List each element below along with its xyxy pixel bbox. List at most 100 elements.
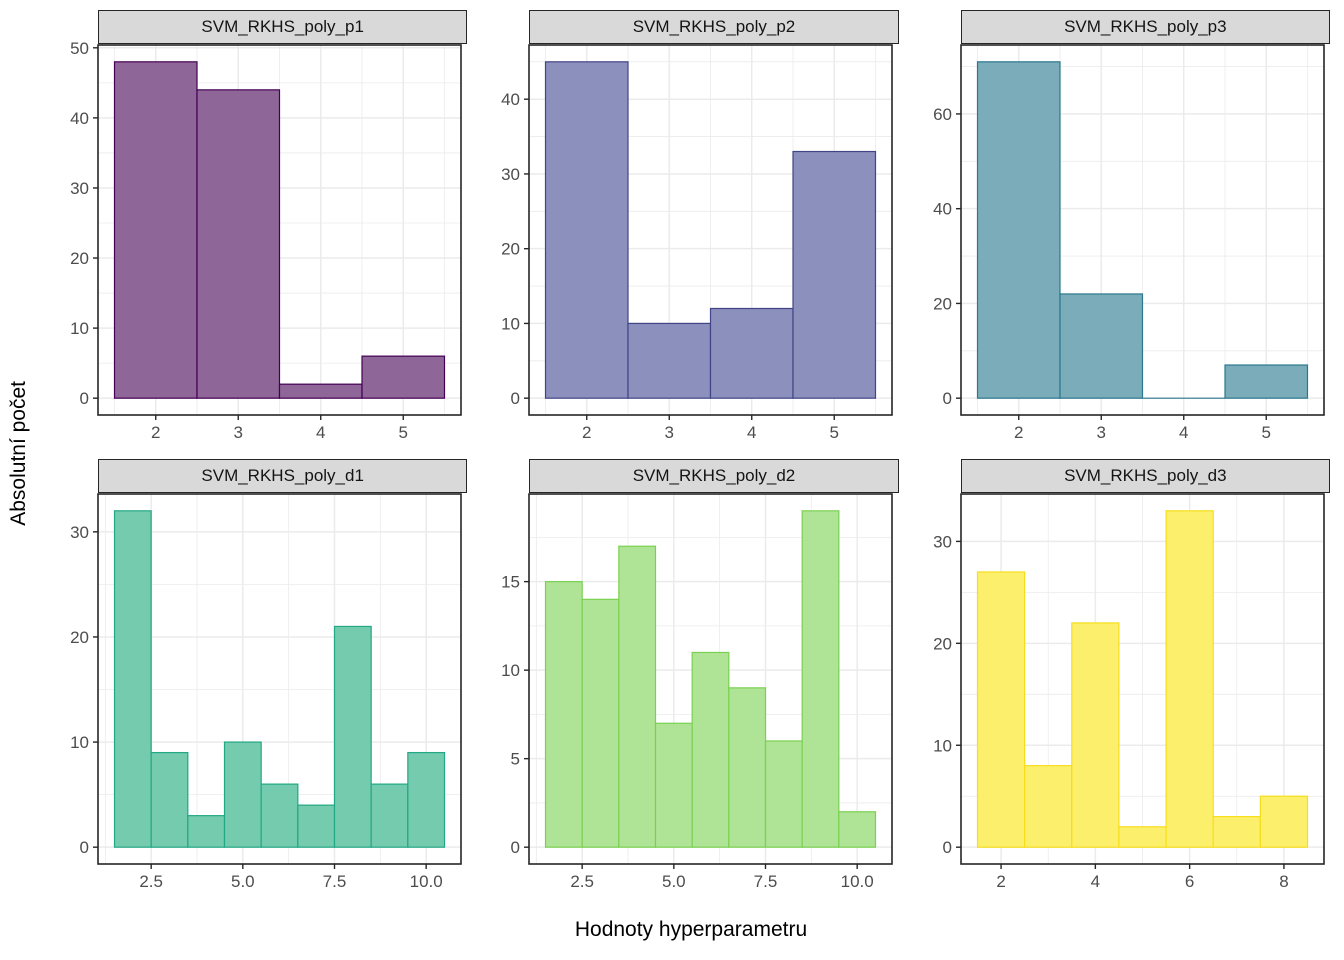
panel-border xyxy=(959,44,1325,416)
y-axis-tick-label: 0 xyxy=(80,389,89,408)
x-axis-tick-label: 2.5 xyxy=(571,872,595,891)
y-axis-tick-label: 0 xyxy=(942,389,951,408)
y-axis-tick-label: 40 xyxy=(70,109,89,128)
y-axis-tick-label: 20 xyxy=(501,240,520,259)
facet-strip: SVM_RKHS_poly_p2 xyxy=(529,10,899,44)
x-axis-tick-label: 2 xyxy=(582,423,591,442)
panel-border xyxy=(528,44,894,416)
histogram-bar xyxy=(278,383,363,399)
histogram-plot-p3: 2 3 4 5 0 20 40 60 xyxy=(933,44,1325,442)
x-axis-tick-label: 2.5 xyxy=(139,872,163,891)
histogram-bar xyxy=(113,510,152,848)
histogram-bar xyxy=(710,307,794,399)
facet-title: SVM_RKHS_poly_p3 xyxy=(1064,17,1227,36)
histogram-plot-d1: 2.5 5.0 7.5 10.0 0 10 20 30 xyxy=(70,493,462,891)
x-axis-title-text: Hodnoty hyperparametru xyxy=(574,918,808,941)
x-axis-tick-label: 7.5 xyxy=(754,872,778,891)
y-axis-tick-label: 10 xyxy=(933,736,952,755)
facet-title: SVM_RKHS_poly_d2 xyxy=(632,466,796,485)
y-axis-tick-label: 20 xyxy=(70,628,89,647)
histogram-bar xyxy=(976,571,1025,848)
histogram-bar xyxy=(113,61,198,399)
facet-strip: SVM_RKHS_poly_d1 xyxy=(98,459,468,493)
histogram-bar xyxy=(976,61,1061,399)
x-axis-tick-label: 4 xyxy=(1090,872,1099,891)
histogram-bar xyxy=(407,751,446,848)
facet-title: SVM_RKHS_poly_d3 xyxy=(1064,466,1227,485)
histogram-bar xyxy=(187,815,226,848)
y-axis-tick-label: 0 xyxy=(511,389,520,408)
x-axis-title: Hodnoty hyperparametru xyxy=(52,908,1330,956)
x-axis-tick-label: 10.0 xyxy=(841,872,874,891)
facet-title: SVM_RKHS_poly_p1 xyxy=(201,17,364,36)
y-axis-tick-label: 10 xyxy=(70,319,89,338)
facet-svm-rkhs-poly-d2: SVM_RKHS_poly_d2 2.5 5.0 7.5 10.0 0 5 10 15 xyxy=(483,459,899,896)
facet-svm-rkhs-poly-d3: SVM_RKHS_poly_d3 2 4 6 8 0 10 20 30 xyxy=(915,459,1330,896)
x-axis-tick-label: 5 xyxy=(1261,423,1270,442)
y-axis-tick-label: 30 xyxy=(501,165,520,184)
facet-title: SVM_RKHS_poly_d1 xyxy=(201,466,364,485)
histogram-plot-d3: 2 4 6 8 0 10 20 30 xyxy=(933,493,1325,891)
histogram-bar xyxy=(1059,293,1143,399)
histogram-bar xyxy=(801,510,840,848)
x-axis-tick-label: 5.0 xyxy=(231,872,255,891)
histogram-bar xyxy=(545,581,584,848)
histogram-bar xyxy=(150,751,189,848)
x-axis-tick-label: 8 xyxy=(1279,872,1288,891)
y-axis-tick-label: 20 xyxy=(933,634,952,653)
histogram-bar xyxy=(333,625,372,848)
x-axis-tick-label: 3 xyxy=(234,423,243,442)
y-axis-tick-label: 40 xyxy=(501,90,520,109)
facet-svm-rkhs-poly-d1: SVM_RKHS_poly_d1 2.5 5.0 7.5 10.0 0 10 20 30 xyxy=(52,459,468,896)
histogram-bar xyxy=(838,811,877,848)
histogram-bar xyxy=(260,783,299,848)
x-axis-tick-label: 4 xyxy=(316,423,325,442)
histogram-bar xyxy=(361,355,446,399)
y-axis-tick-label: 50 xyxy=(70,39,89,58)
histogram-bar xyxy=(545,61,629,399)
y-axis-tick-label: 15 xyxy=(501,573,520,592)
y-axis-tick-label: 0 xyxy=(942,838,951,857)
y-axis-title: Absolutní počet xyxy=(2,10,36,896)
y-axis-tick-label: 0 xyxy=(511,838,520,857)
y-axis-tick-label: 10 xyxy=(501,314,520,333)
x-axis-tick-label: 7.5 xyxy=(323,872,347,891)
histogram-bar xyxy=(691,651,730,848)
x-axis-tick-label: 5.0 xyxy=(662,872,686,891)
y-axis-tick-label: 40 xyxy=(933,200,952,219)
histogram-bar xyxy=(1117,826,1167,848)
x-axis-tick-label: 4 xyxy=(1179,423,1188,442)
histogram-bar xyxy=(1165,510,1214,848)
histogram-bar xyxy=(1259,795,1308,848)
x-axis-tick-label: 6 xyxy=(1185,872,1194,891)
x-axis-tick-label: 5 xyxy=(399,423,408,442)
y-axis-title-text: Absolutní počet xyxy=(7,380,30,526)
y-axis-tick-label: 10 xyxy=(501,661,520,680)
panel-border xyxy=(528,493,894,865)
y-axis-tick-label: 30 xyxy=(933,532,952,551)
histogram-plot-d2: 2.5 5.0 7.5 10.0 0 5 10 15 xyxy=(501,493,894,891)
facet-strip: SVM_RKHS_poly_p1 xyxy=(98,10,468,44)
x-axis-tick-label: 2 xyxy=(996,872,1005,891)
histogram-bar xyxy=(370,783,409,848)
histogram-bar xyxy=(627,322,712,399)
histogram-bar xyxy=(765,740,804,848)
y-axis-tick-label: 5 xyxy=(511,750,520,769)
panel-border xyxy=(97,44,462,416)
histogram-bar xyxy=(196,89,281,399)
facet-strip: SVM_RKHS_poly_d2 xyxy=(529,459,899,493)
histogram-bar xyxy=(223,741,262,848)
histogram-bar xyxy=(581,598,620,848)
histogram-bar xyxy=(618,545,657,848)
histogram-plot-p2: 2 3 4 5 0 10 20 30 40 xyxy=(501,44,894,442)
x-axis-tick-label: 3 xyxy=(665,423,674,442)
x-axis-tick-label: 3 xyxy=(1096,423,1105,442)
histogram-bar xyxy=(655,722,694,848)
y-axis-tick-label: 60 xyxy=(933,105,952,124)
y-axis-tick-label: 30 xyxy=(70,523,89,542)
facet-svm-rkhs-poly-p1: SVM_RKHS_poly_p1 2 3 4 5 0 10 20 30 40 50 xyxy=(52,10,468,447)
x-axis-tick-label: 10.0 xyxy=(410,872,443,891)
y-axis-tick-label: 0 xyxy=(80,838,89,857)
y-axis-tick-label: 20 xyxy=(70,249,89,268)
